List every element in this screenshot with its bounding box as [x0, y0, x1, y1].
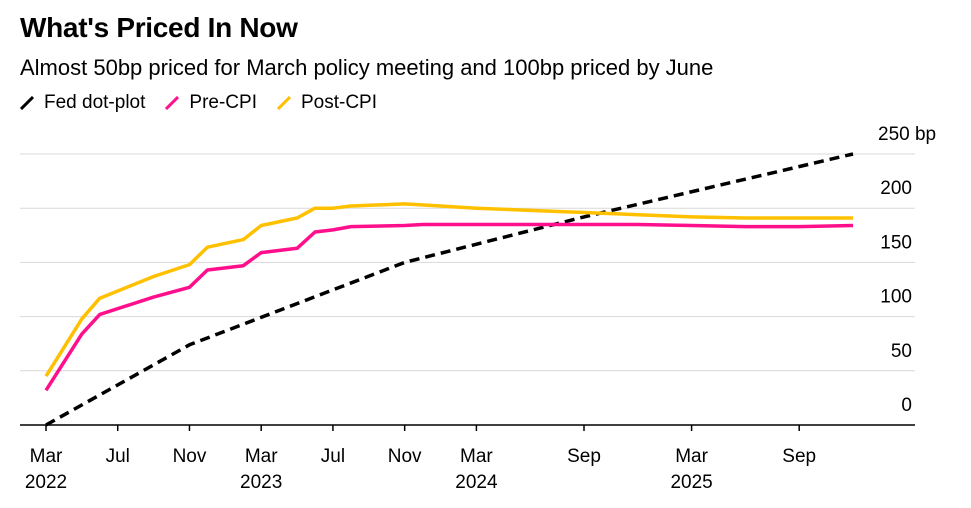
legend-item-pre-cpi: Pre-CPI: [165, 92, 257, 114]
x-tick-label-5: Nov: [388, 446, 422, 467]
y-tick-label-200: 200: [880, 178, 912, 199]
legend-label-fed-dot-plot: Fed dot-plot: [44, 92, 146, 113]
x-tick-label-2: Nov: [173, 446, 207, 467]
series-line-fed-dot-plot: [45, 152, 854, 427]
x-tick-label-6: Mar: [460, 446, 493, 467]
x-tick-year-3: 2023: [240, 472, 282, 493]
x-tick-year-6: 2024: [455, 472, 498, 493]
series-line-post-cpi: [44, 202, 853, 378]
x-tick-label-8: Mar: [675, 446, 708, 467]
x-tick-label-3: Mar: [245, 446, 278, 467]
series-line-pre-cpi: [44, 222, 854, 392]
y-tick-label-150: 150: [880, 232, 912, 253]
x-tick-label-7: Sep: [567, 446, 601, 467]
legend-swatch-fed-dot-plot: [20, 96, 34, 110]
x-tick-label-4: Jul: [321, 446, 345, 467]
x-tick-label-1: Jul: [106, 446, 130, 467]
legend-label-post-cpi: Post-CPI: [300, 92, 378, 113]
x-tick-year-0: 2022: [25, 472, 67, 493]
chart-title: What's Priced In Now: [20, 12, 298, 43]
legend-swatch-post-cpi: [276, 96, 291, 110]
legend: Fed dot-plot Pre-CPI Post-CPI: [20, 92, 397, 114]
legend-swatch-pre-cpi: [165, 96, 180, 110]
x-tick-label-0: Mar: [30, 446, 63, 467]
legend-item-fed-dot-plot: Fed dot-plot: [20, 92, 145, 114]
legend-item-post-cpi: Post-CPI: [276, 92, 378, 114]
y-tick-label-0: 0: [901, 395, 912, 416]
y-tick-label-250: 250 bp: [878, 124, 936, 145]
legend-label-pre-cpi: Pre-CPI: [189, 92, 257, 113]
x-tick-year-8: 2025: [670, 472, 712, 493]
chart-subtitle: Almost 50bp priced for March policy meet…: [20, 55, 714, 80]
x-tick-label-9: Sep: [782, 446, 816, 467]
y-tick-label-50: 50: [891, 341, 912, 362]
y-tick-label-100: 100: [880, 287, 912, 308]
